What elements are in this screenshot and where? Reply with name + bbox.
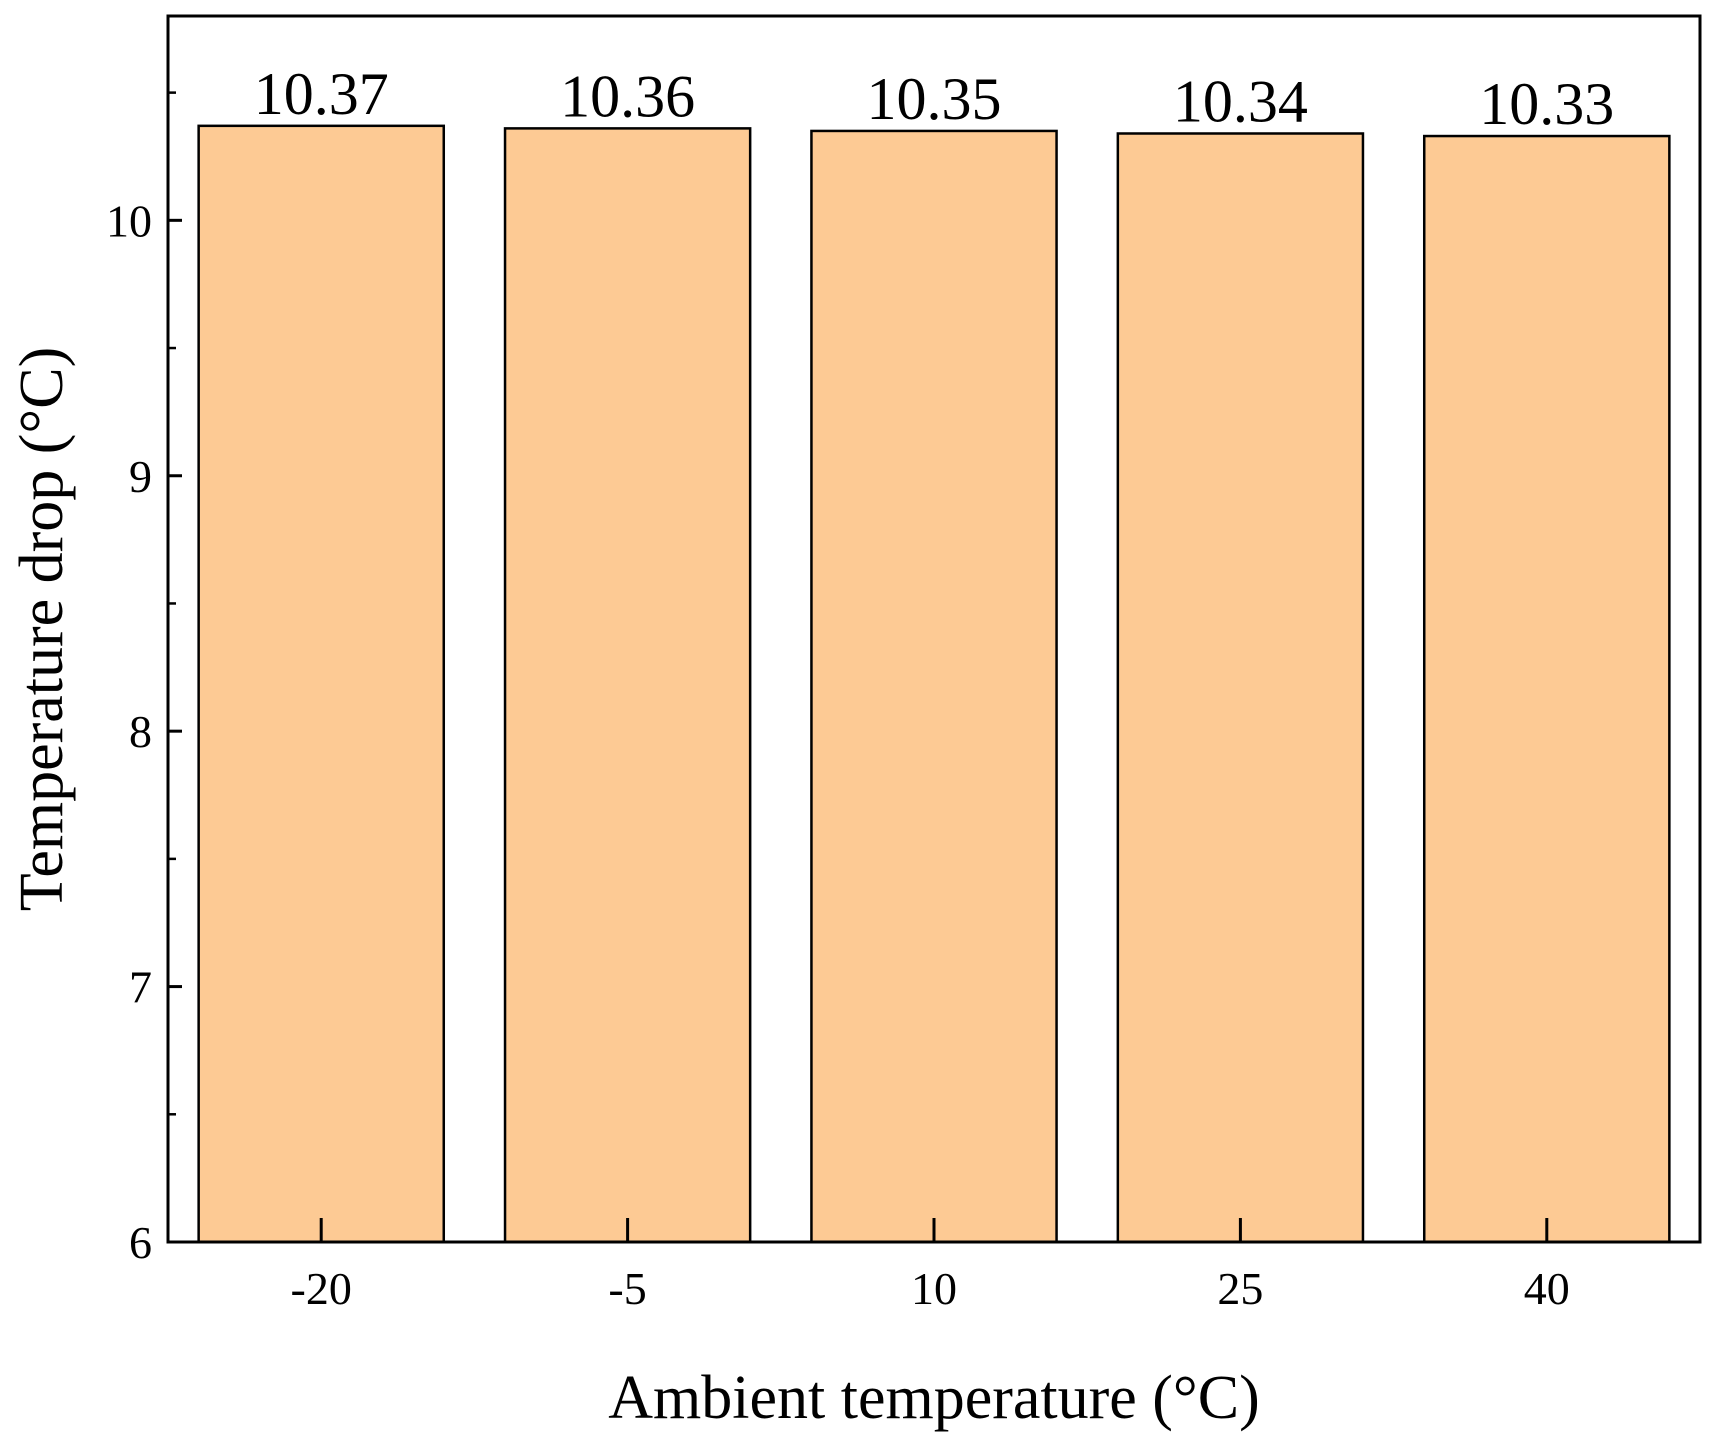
x-tick-label--20: -20 [291, 1263, 352, 1314]
y-tick-label-6: 6 [129, 1217, 152, 1268]
bar-25 [1116, 132, 1365, 1244]
data-label-10: 10.35 [867, 66, 1002, 132]
y-tick-label-9: 9 [129, 451, 152, 502]
data-label--20: 10.37 [254, 61, 389, 127]
x-axis-title: Ambient temperature (°C) [608, 1364, 1259, 1432]
y-axis-title: Temperature drop (°C) [8, 347, 76, 911]
bar-40 [1422, 134, 1671, 1244]
x-tick-label--5: -5 [608, 1263, 646, 1314]
x-tick-label-40: 40 [1524, 1263, 1570, 1314]
y-tick-label-8: 8 [129, 706, 152, 757]
data-label-25: 10.34 [1173, 68, 1308, 134]
data-labels-layer: 10.37 10.36 10.35 10.34 10.33 [254, 61, 1615, 137]
x-tick-label-25: 25 [1217, 1263, 1263, 1314]
data-label-40: 10.33 [1479, 71, 1614, 137]
bars-layer [197, 124, 1671, 1244]
y-tick-label-10: 10 [106, 195, 152, 246]
bar--20 [197, 124, 446, 1244]
bar--5 [503, 127, 752, 1244]
bar-10 [810, 129, 1058, 1244]
x-axis: -20 -5 10 25 40 [291, 1218, 1570, 1314]
y-axis: 6 7 8 9 10 [106, 91, 182, 1268]
y-tick-label-7: 7 [129, 962, 152, 1013]
data-label--5: 10.36 [560, 63, 695, 129]
x-tick-label-10: 10 [911, 1263, 957, 1314]
